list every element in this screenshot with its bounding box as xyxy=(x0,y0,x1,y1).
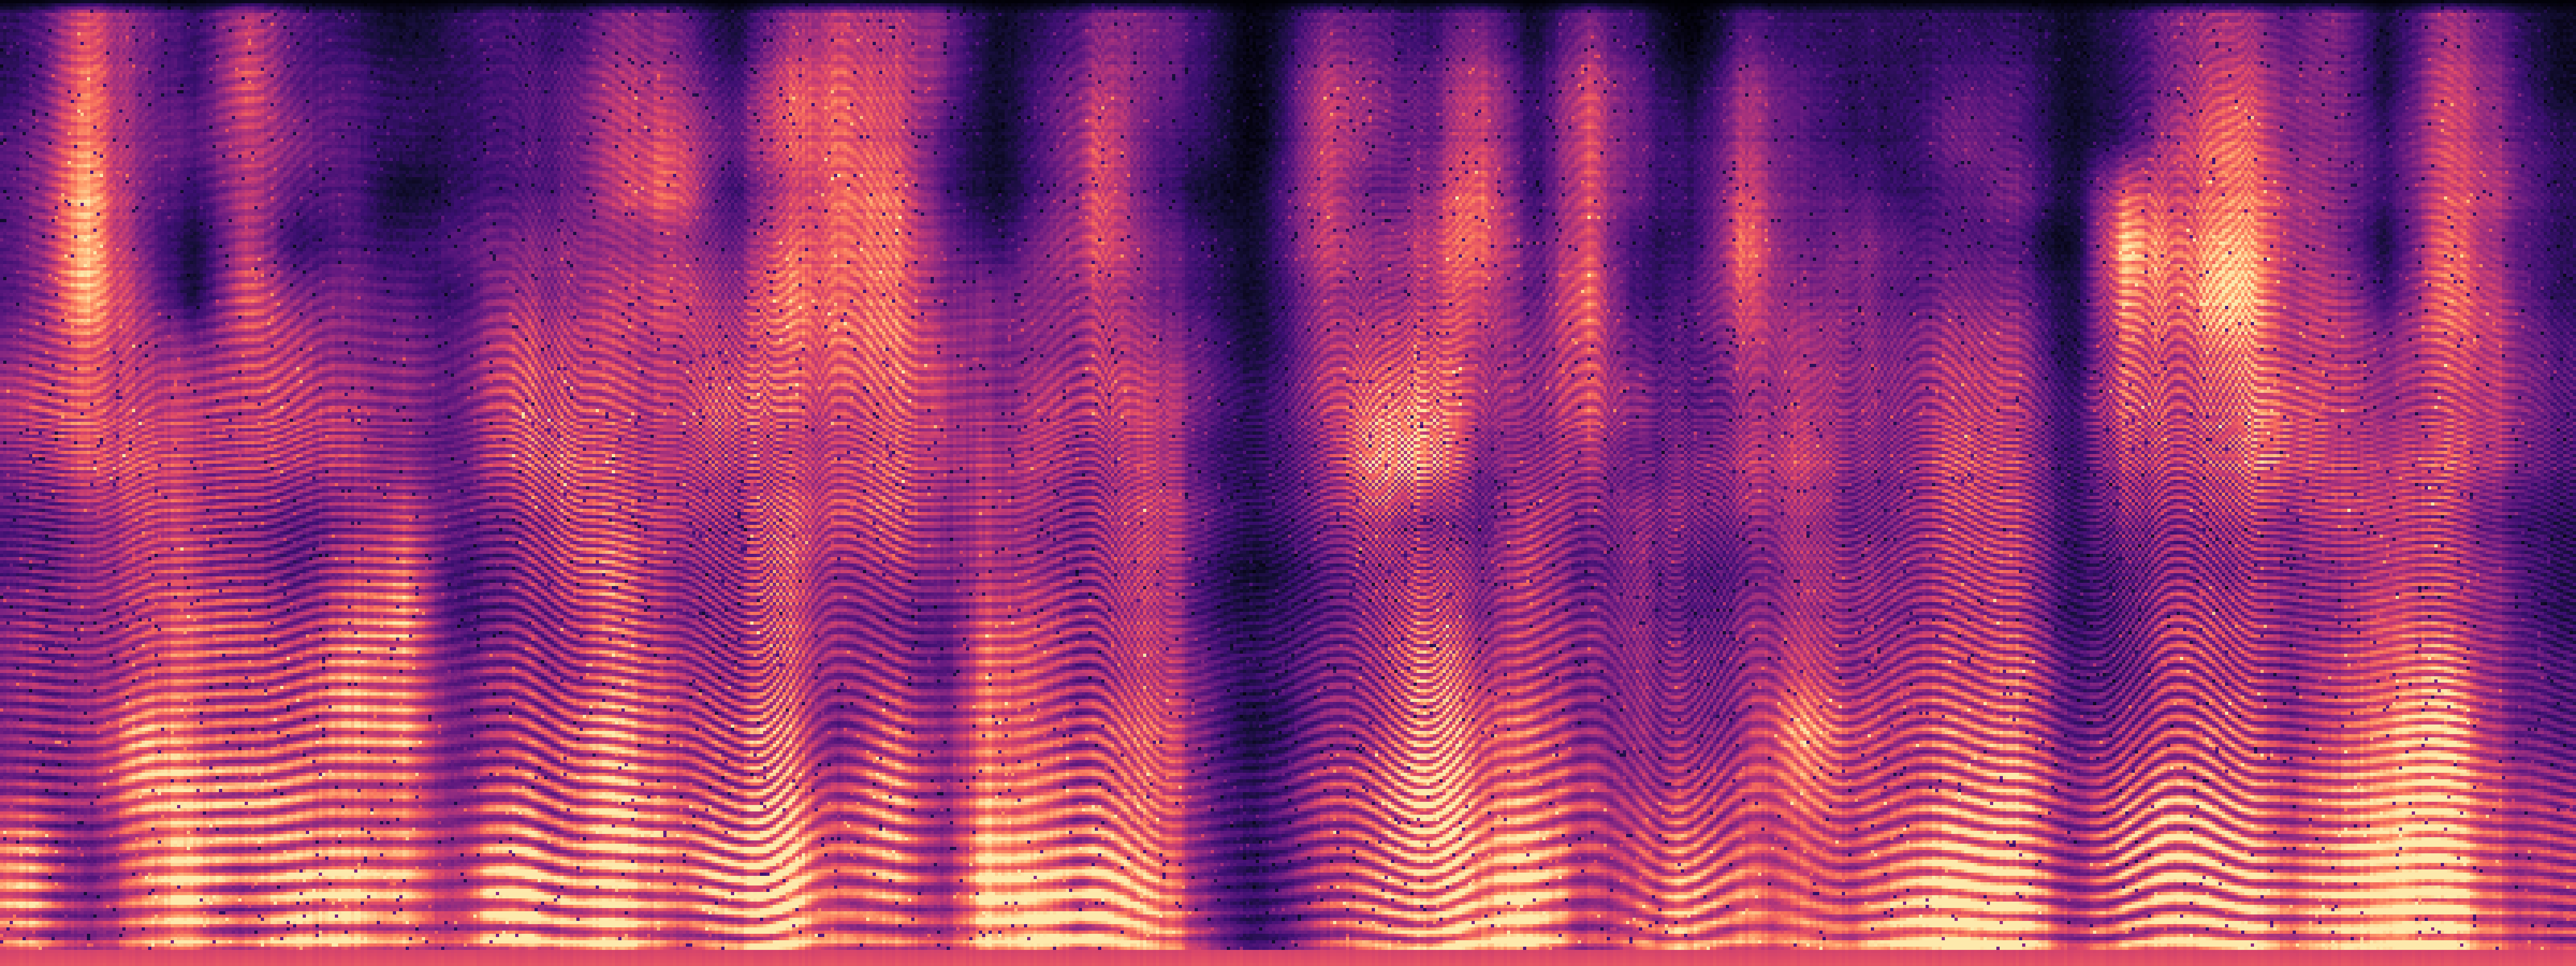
mel-spectrogram-heatmap xyxy=(0,0,2576,966)
spectrogram-view xyxy=(0,0,2576,966)
